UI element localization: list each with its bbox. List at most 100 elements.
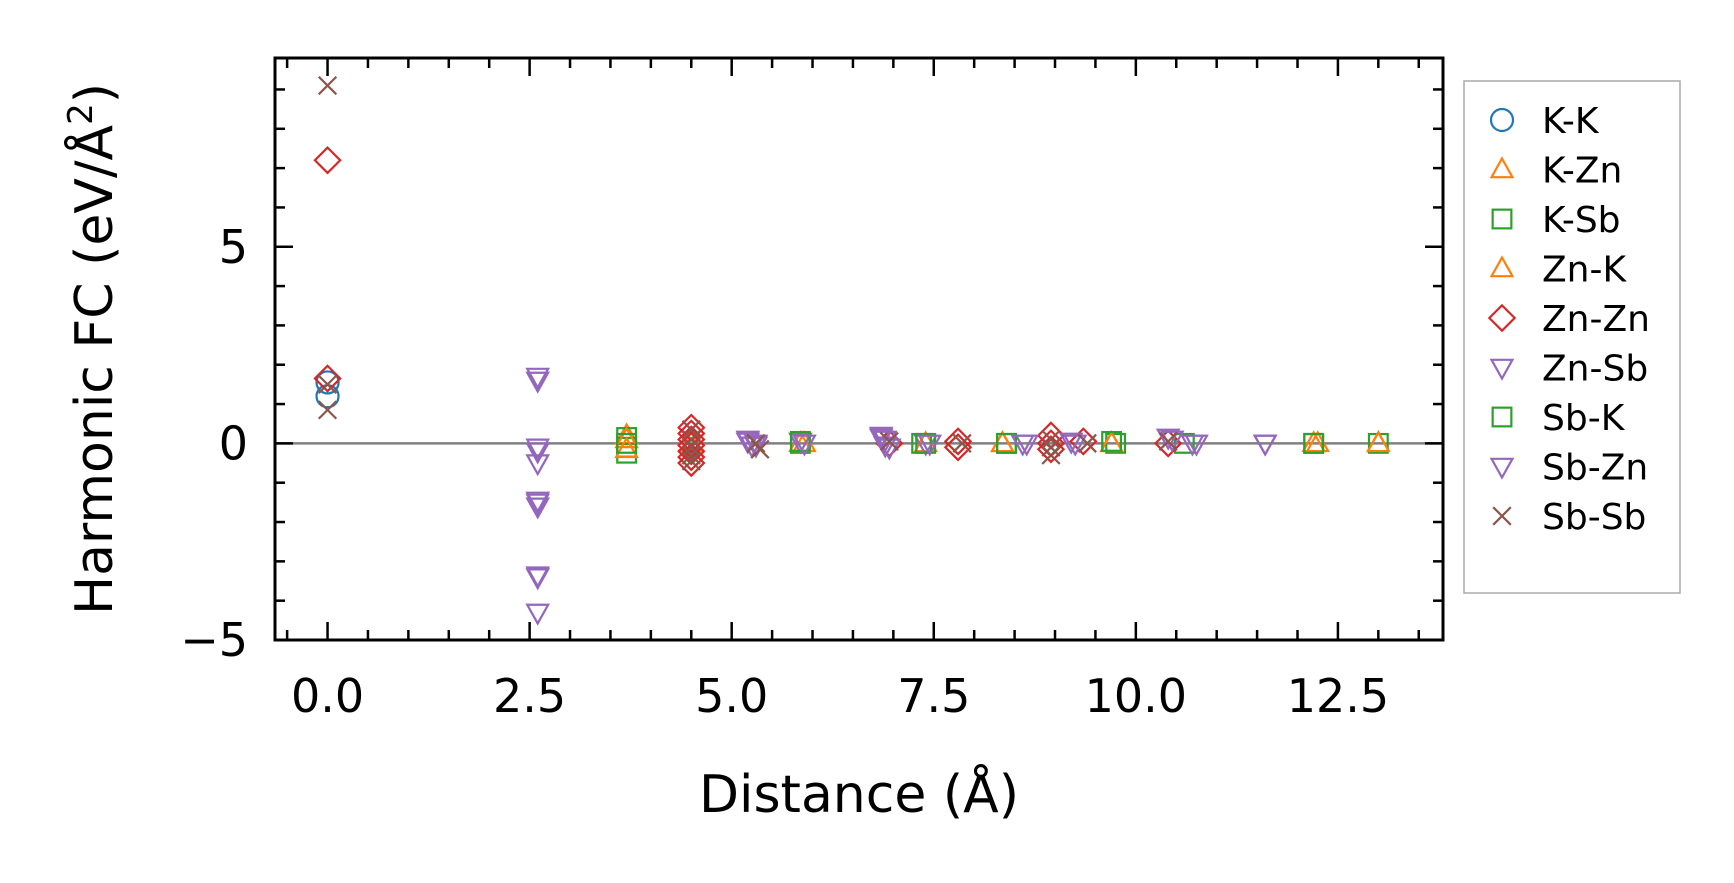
- legend-label: K-K: [1542, 101, 1600, 142]
- data-point-sb-zn: [1252, 434, 1278, 457]
- data-points-layer: [313, 75, 1391, 626]
- x-tick-label: 0.0: [291, 669, 364, 723]
- data-point-sb-sb: [681, 445, 701, 465]
- data-point-sb-sb: [1041, 429, 1061, 450]
- legend-marker: [1489, 358, 1515, 381]
- data-point-sb-k: [616, 432, 638, 454]
- legend-label: Zn-K: [1542, 250, 1627, 291]
- x-tick-label: 2.5: [493, 669, 566, 723]
- series-sb-sb: [317, 75, 1178, 471]
- y-tick-label: −5: [180, 613, 248, 667]
- data-point-zn-sb: [1155, 428, 1181, 451]
- legend-marker: [1489, 156, 1515, 179]
- legend-marker: [1491, 208, 1513, 230]
- legend-marker: [1491, 406, 1513, 428]
- legend-label: Sb-K: [1542, 398, 1626, 439]
- legend-label: Zn-Zn: [1542, 299, 1650, 340]
- data-point-zn-zn: [677, 448, 706, 478]
- data-point-zn-sb: [525, 442, 551, 465]
- data-point-zn-zn: [1153, 429, 1183, 458]
- legend-label: K-Sb: [1542, 200, 1621, 241]
- data-point-zn-zn: [677, 431, 706, 460]
- legend-entry-k-k: K-K: [1489, 101, 1600, 142]
- data-point-sb-sb: [681, 429, 701, 450]
- data-point-sb-k: [789, 430, 811, 452]
- data-point-sb-sb: [1041, 437, 1061, 457]
- legend-marker: [1489, 255, 1515, 278]
- data-point-sb-sb: [681, 451, 701, 471]
- legend-label: K-Zn: [1542, 151, 1622, 192]
- plot-frame: [273, 56, 1445, 642]
- data-point-sb-sb: [750, 439, 770, 459]
- tick-labels-layer: 0.0 2.5 5.0 7.5 10.0 12.5 −5 0 5: [180, 220, 1389, 723]
- data-point-sb-sb: [317, 374, 338, 394]
- legend-entry-zn-zn: Zn-Zn: [1487, 299, 1650, 340]
- data-point-sb-zn: [1184, 434, 1209, 457]
- data-point-sb-sb: [879, 431, 899, 451]
- legend-entries: K-K K-Zn K-Sb Zn-K Zn-Zn Zn-Sb Sb-K Sb-Zn Sb-Sb: [1487, 101, 1650, 538]
- data-point-zn-zn: [943, 433, 973, 462]
- data-point-sb-k: [1303, 432, 1325, 454]
- data-point-sb-sb: [1158, 431, 1178, 451]
- legend-label: Zn-Sb: [1542, 349, 1648, 390]
- legend-entry-sb-k: Sb-K: [1491, 398, 1626, 439]
- data-point-sb-zn: [1058, 432, 1084, 455]
- y-tick-label: 0: [219, 416, 248, 470]
- data-point-sb-zn: [525, 493, 551, 516]
- data-point-zn-k: [614, 426, 639, 449]
- data-point-sb-sb: [681, 437, 701, 457]
- data-point-zn-sb: [525, 603, 551, 626]
- x-tick-label: 5.0: [695, 669, 768, 723]
- y-axis-title-superscript: 2: [61, 103, 101, 125]
- x-tick-label: 7.5: [897, 669, 970, 723]
- data-point-zn-k: [614, 436, 639, 459]
- series-sb-k: [616, 430, 1325, 454]
- data-point-sb-sb: [317, 400, 338, 420]
- data-point-sb-sb: [317, 75, 338, 96]
- legend-entry-k-zn: K-Zn: [1489, 151, 1622, 192]
- data-point-zn-sb: [525, 454, 551, 477]
- data-point-sb-sb: [1077, 433, 1097, 453]
- data-point-sb-zn: [525, 371, 551, 394]
- data-point-zn-zn: [313, 364, 342, 393]
- legend-marker: [1487, 303, 1517, 333]
- y-axis-title-main: Harmonic FC (eV/Å: [63, 124, 125, 615]
- data-point-sb-zn: [792, 434, 817, 457]
- data-point-zn-zn: [1036, 435, 1066, 464]
- data-point-zn-sb: [876, 438, 902, 461]
- data-point-sb-sb: [746, 433, 766, 453]
- legend-marker: [1489, 107, 1515, 133]
- data-point-zn-sb: [1062, 434, 1088, 457]
- legend-frame: [1463, 80, 1681, 594]
- x-axis-title: Distance (Å): [699, 763, 1019, 825]
- legend-entry-zn-sb: Zn-Sb: [1489, 349, 1648, 390]
- data-point-sb-zn: [525, 566, 551, 589]
- legend-marker: [1489, 457, 1515, 480]
- legend-entry-sb-zn: Sb-Zn: [1489, 448, 1648, 489]
- data-point-sb-zn: [917, 434, 943, 457]
- data-point-zn-zn: [313, 146, 342, 175]
- data-point-zn-zn: [677, 425, 706, 454]
- data-point-sb-zn: [1010, 434, 1036, 457]
- legend-label: Sb-Sb: [1542, 497, 1646, 538]
- legend-label: Sb-Zn: [1542, 448, 1648, 489]
- x-tick-label: 10.0: [1085, 669, 1187, 723]
- data-point-sb-k: [1101, 430, 1123, 452]
- ticks-layer: [275, 58, 1443, 642]
- legend-entry-k-sb: K-Sb: [1491, 200, 1621, 241]
- data-point-zn-sb: [788, 432, 813, 455]
- y-tick-label: 5: [219, 220, 248, 274]
- y-axis-title-close: ): [65, 83, 125, 103]
- legend-entry-zn-k: Zn-K: [1489, 250, 1627, 291]
- data-point-zn-k: [1366, 430, 1391, 453]
- data-point-zn-zn: [943, 427, 973, 456]
- legend-entry-sb-sb: Sb-Sb: [1492, 497, 1646, 538]
- data-point-sb-sb: [952, 433, 972, 453]
- legend: K-K K-Zn K-Sb Zn-K Zn-Zn Zn-Sb Sb-K Sb-Zn Sb-Sb: [1463, 80, 1681, 594]
- data-point-sb-sb: [1041, 445, 1061, 465]
- data-point-sb-sb: [681, 420, 701, 440]
- y-axis-title: Harmonic FC (eV/Å2): [61, 83, 125, 615]
- data-point-k-k: [315, 370, 340, 395]
